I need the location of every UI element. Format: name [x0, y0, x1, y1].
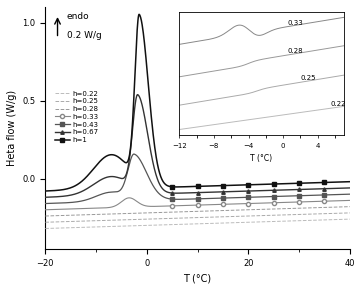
Text: 0.2 W/g: 0.2 W/g: [67, 31, 101, 40]
Legend: h=0.22, h=0.25, h=0.28, h=0.33, h=0.43, h=0.67, h=1: h=0.22, h=0.25, h=0.28, h=0.33, h=0.43, …: [52, 88, 102, 146]
Y-axis label: Heta flow (W/g): Heta flow (W/g): [7, 90, 17, 166]
Text: endo: endo: [67, 12, 89, 21]
X-axis label: T (°C): T (°C): [184, 273, 212, 283]
